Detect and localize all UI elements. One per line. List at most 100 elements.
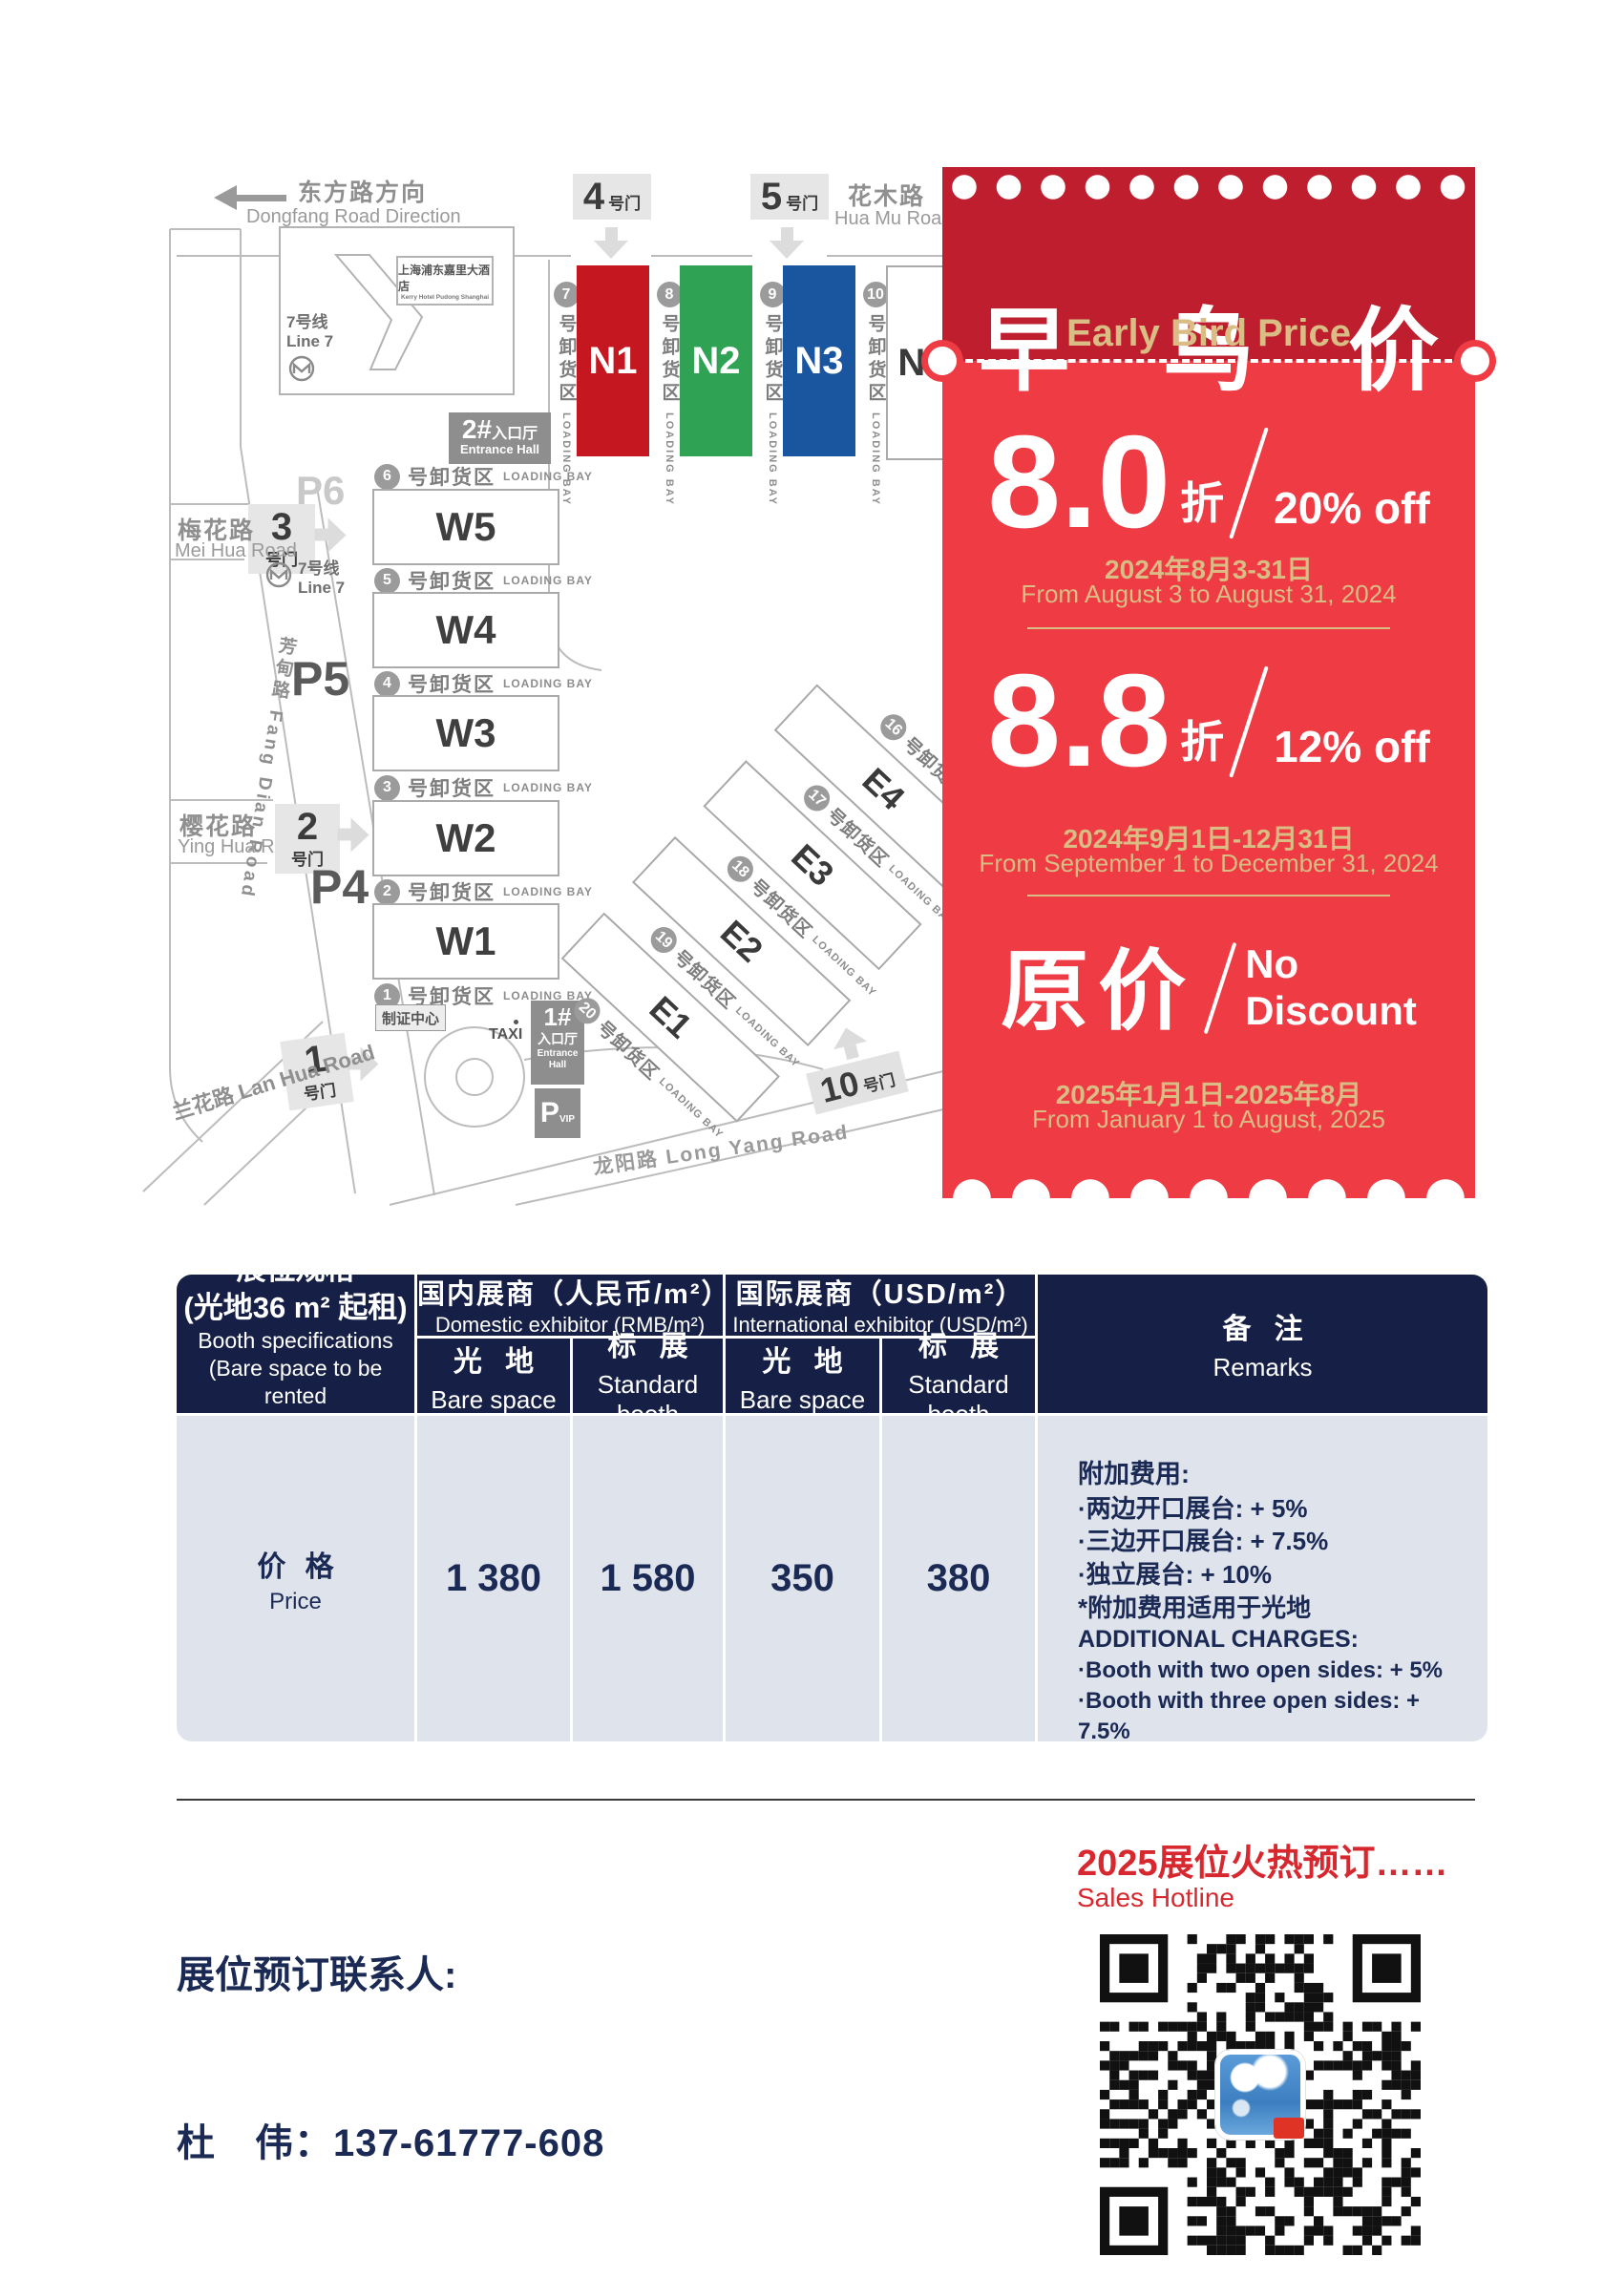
ticket-dashed-line	[965, 359, 1452, 363]
hotel-building-shape	[333, 254, 424, 370]
ticket-perforation-top	[942, 175, 1475, 200]
gate-2-arrow-icon	[337, 817, 369, 853]
price-domestic-standard: 1 580	[573, 1416, 723, 1741]
ticket-notch-left	[928, 347, 957, 375]
ticket-title-cn: 早 鸟 价	[979, 301, 1473, 402]
sub-intl-bare: 光 地 Bare space	[726, 1339, 879, 1414]
gate-3: 3 号门	[248, 504, 315, 574]
footer-divider	[177, 1799, 1475, 1801]
loading-bay-5: 5 号卸货区 LOADING BAY	[374, 566, 593, 595]
taxi-label: TAXI	[489, 1020, 522, 1044]
hall-n1: N1	[577, 265, 649, 456]
gate-2: 2 号门	[275, 804, 340, 874]
tier1-row: 8.0 折 20% off	[942, 409, 1475, 557]
ticket-header: 早 鸟 价 Early Bird Price	[942, 167, 1475, 402]
hotline-subtitle: Sales Hotline	[1077, 1883, 1234, 1912]
loading-bay-10: 10 号卸货区 LOADING BAY	[859, 282, 892, 506]
tier3-row: 原价 No Discount	[942, 931, 1475, 1038]
tier2-date-en: From September 1 to December 31, 2024	[979, 849, 1439, 877]
meihua-road-label-en: Mei Hua Road	[175, 540, 297, 561]
hall-w4: W4	[372, 592, 559, 668]
tier3-date-cn: 2025年1月1日-2025年8月	[1055, 1080, 1362, 1109]
entrance-1-num: 1#	[543, 1002, 572, 1031]
qr-pattern	[1100, 1934, 1421, 2255]
hall-w1: W1	[372, 903, 559, 980]
parking-p4: P4	[310, 860, 369, 914]
entrance-1-cn: 入口厅	[538, 1031, 578, 1046]
price-intl-standard: 380	[882, 1416, 1035, 1741]
arrow-bar	[237, 194, 286, 201]
sub-domestic-standard: 标 展 Standard booth	[573, 1331, 723, 1428]
qr-center-logo	[1215, 2050, 1305, 2140]
dongfang-road-label-cn: 东方路方向	[298, 179, 428, 206]
hall-n2: N2	[680, 265, 752, 456]
loading-bay-9: 9 号卸货区 LOADING BAY	[756, 282, 789, 506]
loading-bay-6: 6 号卸货区 LOADING BAY	[374, 462, 593, 491]
meihua-road-label-cn: 梅花路	[178, 517, 256, 544]
dongfang-arrow-icon	[214, 185, 286, 210]
hall-w2: W2	[372, 800, 559, 876]
metro-icon-upper	[288, 355, 315, 382]
dongfang-road-label-en: Dongfang Road Direction	[246, 206, 461, 227]
loading-bay-3: 3 号卸货区 LOADING BAY	[374, 773, 593, 802]
col-remarks-header: 备 注 Remarks	[1038, 1275, 1487, 1413]
sub-domestic-bare: 光 地 Bare space	[417, 1339, 570, 1414]
gold-separator-2	[1027, 895, 1390, 896]
loading-bay-2: 2 号卸货区 LOADING BAY	[374, 877, 593, 906]
entrance-1-en: Entrance Hall	[537, 1048, 579, 1070]
metro-line7-lower: 7号线 Line 7	[298, 559, 346, 598]
tier2-discount: 8.8	[987, 647, 1171, 795]
price-intl-bare: 350	[726, 1416, 879, 1741]
contact-label: 展位预订联系人:	[177, 1954, 457, 1996]
tier1-date-en: From August 3 to August 31, 2024	[1021, 580, 1397, 608]
flag-icon	[1274, 2118, 1304, 2139]
tier2-off: 12% off	[1274, 722, 1430, 771]
badge-center-box: 制证中心	[375, 1004, 446, 1031]
slash-icon	[1229, 665, 1269, 778]
ticket-title-en: Early Bird Price	[1066, 312, 1351, 354]
tier2-row: 8.8 折 12% off	[942, 647, 1475, 795]
tier3-off-line2: Discount	[1245, 987, 1417, 1033]
tier1-discount: 8.0	[987, 409, 1171, 557]
gate-5: 5 号门	[750, 174, 829, 220]
price-domestic-bare: 1 380	[417, 1416, 570, 1741]
gate-3-arrow-icon	[314, 517, 347, 553]
tier2-date-cn: 2024年9月1日-12月31日	[1063, 824, 1355, 854]
gate-4-arrow-icon	[594, 227, 628, 259]
tier3-off-line1: No	[1245, 941, 1299, 987]
tier3-label: 原价	[1001, 943, 1196, 1041]
entrance-2-num: 2#	[461, 414, 493, 444]
tier1-off: 20% off	[1274, 483, 1430, 533]
early-bird-ticket: 早 鸟 价 Early Bird Price 8.0 折 20% off 202…	[921, 167, 1496, 1198]
entrance-hall-2: 2#入口厅 Entrance Hall	[449, 412, 551, 464]
gate-4: 4 号门	[573, 174, 651, 220]
tier3-off: No Discount	[1245, 941, 1417, 1034]
kerry-hotel-en: Kerry Hotel Pudong Shanghai	[400, 293, 490, 301]
remarks-content: 附加费用: ·两边开口展台: + 5% ·三边开口展台: + 7.5% ·独立展…	[1038, 1416, 1487, 1741]
contact-name-phone: 杜 伟：137-61777-608	[177, 2122, 605, 2164]
hall-n3: N3	[783, 265, 855, 456]
huamu-road-label-en: Hua Mu Road	[834, 208, 953, 229]
yinghua-road-label-cn: 樱花路	[179, 813, 258, 840]
slash-icon	[1203, 941, 1237, 1035]
wechat-qr-code	[1100, 1934, 1421, 2255]
loading-bay-4: 4 号卸货区 LOADING BAY	[374, 669, 593, 698]
tier3-date-en: From January 1 to August, 2025	[1032, 1105, 1385, 1133]
gold-separator-1	[1027, 627, 1390, 629]
hotline-title: 2025展位火热预订……	[1077, 1844, 1448, 1884]
slash-icon	[1229, 427, 1269, 539]
kerry-hotel-cn: 上海浦东嘉里大酒店	[398, 263, 491, 293]
entrance-2-en: Entrance Hall	[459, 442, 540, 456]
group-domestic-header: 国内展商（人民币/m²） Domestic exhibitor (RMB/m²)	[417, 1275, 729, 1337]
metro-icon-lower	[265, 561, 292, 588]
venue-map: 东方路方向 Dongfang Road Direction 4 号门 5 号门 花木…	[142, 174, 1032, 1206]
taxi-dot	[514, 1020, 518, 1024]
loading-bay-7: 7 号卸货区 LOADING BAY	[550, 282, 582, 506]
entrance-hall-1: 1# 入口厅 Entrance Hall	[531, 1001, 584, 1085]
tier2-unit: 折	[1180, 717, 1225, 767]
huamu-road-label-cn: 花木路	[848, 183, 926, 210]
tier1-date-cn: 2024年8月3-31日	[1105, 555, 1313, 584]
price-table: 展位规格 (光地36 m² 起租) Booth specifications (…	[177, 1275, 1487, 1741]
arrow-head	[214, 185, 237, 210]
